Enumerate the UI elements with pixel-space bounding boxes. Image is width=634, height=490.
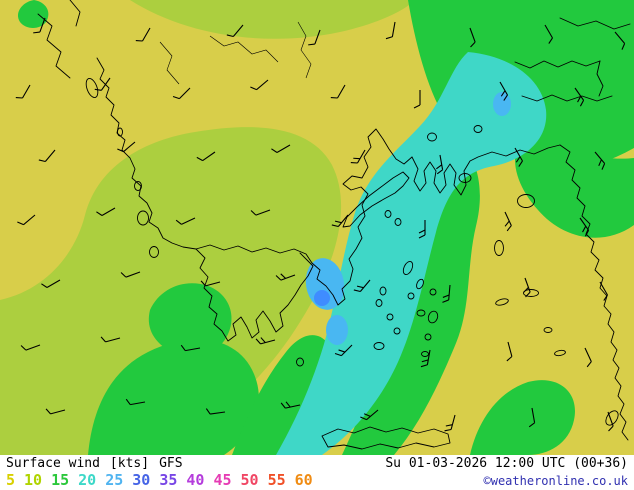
wind-barb-icon — [594, 151, 606, 170]
scale-value: 10 — [24, 471, 43, 489]
wind-barb-icon — [226, 24, 244, 38]
wind-barb-icon — [250, 209, 271, 216]
wind-barb-icon — [499, 81, 508, 101]
fill-teal — [276, 52, 547, 455]
fill-blue — [305, 92, 511, 345]
wind-barb-icon — [436, 154, 444, 175]
wind-barb-icon — [514, 147, 523, 167]
wind-barb-icon — [135, 27, 151, 42]
wind-barb-icon — [614, 31, 626, 50]
wind-barb-icon — [418, 220, 426, 239]
wind-barb-icon — [385, 21, 396, 40]
wind-barbs-layer — [15, 17, 626, 432]
legend-bar: Surface wind [kts] GFS Su 01-03-2026 12:00… — [0, 455, 634, 490]
scale-value: 25 — [105, 471, 124, 489]
wind-barb-icon — [250, 79, 269, 91]
legend-title: Surface wind — [6, 456, 100, 471]
scale-value: 40 — [186, 471, 205, 489]
wind-barb-icon — [599, 281, 608, 301]
wind-barb-icon — [574, 87, 585, 107]
scale-value: 60 — [294, 471, 313, 489]
wind-barb-icon — [41, 279, 61, 288]
color-fill-layer — [0, 0, 634, 455]
wind-barb-icon — [100, 336, 121, 343]
wind-barb-icon — [255, 337, 276, 345]
map-title: Surface wind [kts] GFS — [6, 456, 193, 471]
wind-barb-icon — [45, 408, 66, 415]
wind-barb-icon — [528, 407, 536, 428]
wind-barb-icon — [607, 411, 614, 432]
wind-barb-icon — [175, 217, 196, 225]
legend-model: GFS — [159, 456, 183, 471]
wind-scale: 5 10 15 20 25 30 35 40 45 50 55 60 — [6, 471, 322, 489]
wind-barb-icon — [420, 349, 431, 368]
scale-value: 5 — [6, 471, 16, 489]
copyright-text: ©weatheronline.co.uk — [483, 474, 629, 488]
wind-barb-icon — [330, 84, 346, 99]
wind-barb-icon — [117, 141, 136, 153]
wind-barb-icon — [15, 84, 31, 99]
scale-value: 30 — [132, 471, 151, 489]
weather-map — [0, 0, 634, 455]
legend-datetime: Su 01-03-2026 12:00 UTC (00+36) — [385, 456, 628, 471]
wind-barb-icon — [20, 344, 41, 351]
wind-barb-icon — [33, 17, 46, 34]
islands-layer — [85, 77, 619, 426]
wind-barb-icon — [360, 409, 379, 421]
wind-barb-icon — [172, 87, 191, 100]
wind-barb-icon — [469, 27, 476, 48]
map-area — [0, 0, 634, 455]
wind-barb-icon — [275, 273, 296, 281]
wind-barb-icon — [504, 211, 512, 232]
scale-value: 20 — [78, 471, 97, 489]
wind-barb-icon — [350, 149, 366, 164]
wind-barb-icon — [280, 401, 301, 409]
wind-barb-icon — [506, 341, 513, 362]
wind-barb-icon — [444, 414, 456, 432]
wind-barb-icon — [180, 344, 201, 352]
wind-barb-icon — [17, 214, 36, 226]
wind-barb-icon — [579, 217, 590, 237]
coastlines-layer — [37, 0, 631, 450]
wind-barb-icon — [205, 408, 226, 415]
wind-barb-icon — [271, 144, 291, 153]
wind-barb-icon — [334, 344, 353, 357]
wind-barb-icon — [196, 151, 216, 162]
wind-barb-icon — [353, 279, 371, 293]
wind-barb-icon — [523, 277, 531, 298]
wind-barb-icon — [544, 24, 553, 44]
map-title-line: Surface wind [kts] GFS Su 01-03-2026 12:00… — [0, 455, 634, 471]
scale-value: 15 — [51, 471, 70, 489]
wind-barb-icon — [94, 77, 111, 91]
legend-units: [kts] — [109, 456, 150, 471]
scale-value: 55 — [267, 471, 286, 489]
wind-barb-icon — [38, 149, 56, 163]
wind-barb-icon — [125, 398, 146, 406]
rivers-layer — [159, 21, 312, 85]
scale-value: 45 — [213, 471, 232, 489]
scale-value: 50 — [240, 471, 259, 489]
scale-line: 5 10 15 20 25 30 35 40 45 50 55 60 ©weatheronline.c… — [0, 471, 634, 489]
wind-barb-icon — [200, 280, 221, 287]
wind-barb-icon — [308, 29, 321, 46]
scale-value: 35 — [159, 471, 178, 489]
wind-barb-icon — [413, 90, 421, 109]
wind-barb-icon — [331, 214, 349, 228]
wind-barb-icon — [120, 271, 141, 278]
wind-barb-icon — [584, 347, 592, 368]
wind-barb-icon — [96, 207, 116, 216]
wind-barb-icon — [442, 284, 451, 303]
